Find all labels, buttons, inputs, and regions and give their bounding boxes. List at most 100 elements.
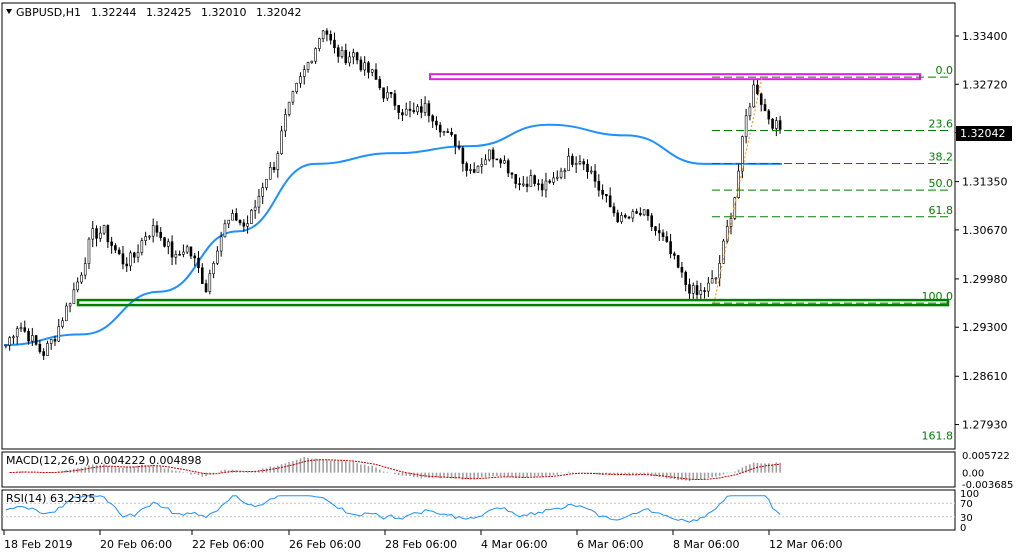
candle-body <box>476 165 480 173</box>
price-tick-label: 1.33400 <box>962 30 1008 43</box>
candle-body <box>382 87 385 99</box>
candle-body <box>68 303 72 307</box>
candles-layer <box>4 28 782 360</box>
candle-body <box>423 103 427 113</box>
candle-body <box>106 225 110 243</box>
candle-body <box>582 161 586 165</box>
candle-body <box>363 62 366 71</box>
fibonacci-level-label: 161.8 <box>922 430 954 443</box>
time-tick-label: 22 Feb 06:00 <box>192 538 264 551</box>
candle-body <box>238 219 242 224</box>
candle-body <box>53 339 57 342</box>
candle-body <box>182 251 185 255</box>
candle-body <box>529 175 533 187</box>
candle-body <box>129 252 132 267</box>
time-tick-label: 18 Feb 2019 <box>4 538 72 551</box>
candle-body <box>121 253 125 265</box>
candle-body <box>174 254 178 258</box>
candle-body <box>23 327 27 332</box>
candle-body <box>627 216 631 219</box>
candle-body <box>91 228 95 240</box>
candle-body <box>284 114 287 132</box>
candle-body <box>257 196 261 208</box>
candle-body <box>200 267 204 284</box>
candle-body <box>612 206 616 214</box>
candle-body <box>548 180 552 183</box>
fibonacci-layer: 0.0 23.6 38.2 50.0 61.8 100.0 161.8 <box>712 64 953 443</box>
rsi-tick-label: 70 <box>960 499 973 510</box>
candle-body <box>559 170 563 178</box>
candle-body <box>253 206 257 211</box>
candle-body <box>661 232 665 237</box>
candle-body <box>620 214 623 223</box>
candle-body <box>204 283 208 292</box>
candle-body <box>302 69 306 77</box>
candle-body <box>280 130 283 154</box>
candle-body <box>231 213 234 221</box>
candle-body <box>314 48 317 62</box>
candle-body <box>125 263 129 267</box>
candle-body <box>438 124 442 133</box>
candle-body <box>19 327 23 329</box>
candle-body <box>348 56 351 64</box>
candle-body <box>639 212 642 216</box>
candle-body <box>234 213 238 221</box>
candle-body <box>454 134 457 147</box>
fibonacci-level-label: 50.0 <box>929 177 954 190</box>
candle-body <box>397 105 400 113</box>
candle-body <box>352 52 355 58</box>
candle-body <box>117 249 121 255</box>
candle-body <box>555 176 559 179</box>
candle-body <box>589 170 593 173</box>
candle-body <box>521 183 525 186</box>
candle-body <box>650 215 654 227</box>
macd-title: MACD(12,26,9) 0.004222 0.004898 <box>6 454 202 467</box>
fibonacci-level-label: 61.8 <box>929 204 954 217</box>
price-tick-label: 1.31350 <box>962 176 1008 189</box>
candle-body <box>472 169 476 173</box>
candle-body <box>57 326 61 342</box>
candle-body <box>714 277 718 280</box>
candle-body <box>593 170 597 182</box>
candle-body <box>367 62 370 73</box>
candle-body <box>420 106 423 113</box>
symbol-dropdown-icon[interactable] <box>6 9 12 14</box>
candle-body <box>427 103 431 117</box>
candle-body <box>250 210 253 224</box>
macd-tick-label: 0.00 <box>962 469 984 480</box>
candle-body <box>404 108 408 116</box>
candle-body <box>484 159 487 165</box>
fibonacci-trend-line <box>713 77 763 304</box>
header-symbol: GBPUSD,H1 <box>16 6 81 19</box>
candle-body <box>635 211 638 214</box>
candle-body <box>416 106 419 113</box>
candle-body <box>537 183 540 185</box>
candle-body <box>748 106 752 117</box>
candle-body <box>386 92 389 99</box>
candle-body <box>329 34 332 41</box>
rsi-tick-label: 0 <box>960 523 966 534</box>
candle-body <box>695 285 699 295</box>
header-open: 1.32244 <box>91 6 137 19</box>
candle-body <box>102 225 106 234</box>
candle-body <box>189 246 193 257</box>
candle-body <box>333 39 336 48</box>
candle-body <box>759 93 763 105</box>
candle-body <box>499 159 502 164</box>
candle-body <box>223 223 227 238</box>
candle-body <box>412 110 416 113</box>
candle-body <box>631 211 635 219</box>
candle-body <box>514 174 518 184</box>
header-high: 1.32425 <box>146 6 192 19</box>
candle-body <box>80 274 83 283</box>
candle-body <box>703 290 706 292</box>
candle-body <box>563 170 567 172</box>
candle-body <box>741 136 744 172</box>
candle-body <box>605 194 608 197</box>
candle-body <box>503 160 506 164</box>
candle-body <box>155 225 159 233</box>
candle-body <box>76 281 79 291</box>
rsi-tick-label: 30 <box>960 513 973 524</box>
